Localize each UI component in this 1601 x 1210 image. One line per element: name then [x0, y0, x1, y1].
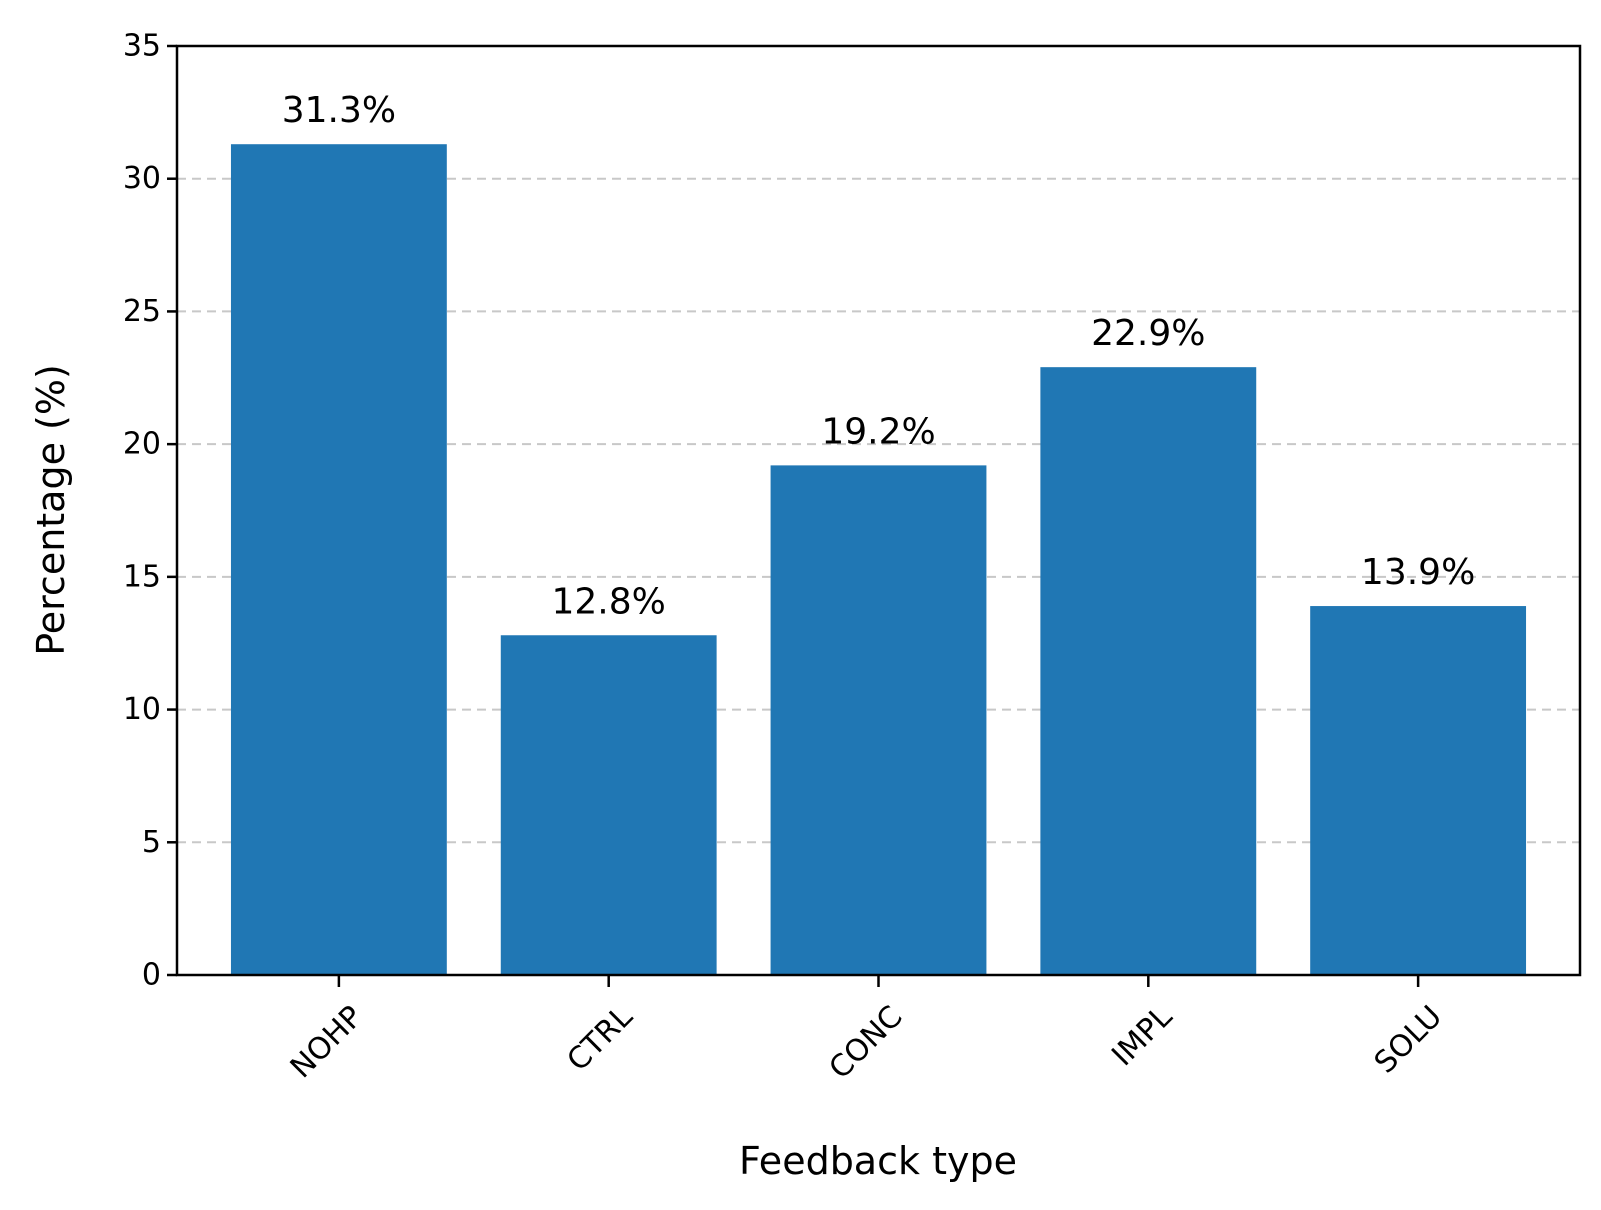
- x-tick-label-conc: CONC: [822, 999, 909, 1086]
- bar-ctrl: [500, 635, 717, 975]
- y-tick-label: 25: [123, 294, 161, 329]
- data-label-ctrl: 12.8%: [552, 581, 666, 622]
- bars: [230, 144, 1527, 976]
- y-axis-ticks: 0 5 10 15 20 25 30 35: [123, 29, 177, 993]
- bar-solu: [1310, 606, 1527, 975]
- data-label-solu: 13.9%: [1361, 552, 1475, 593]
- y-tick-label: 10: [123, 692, 161, 727]
- bar-impl: [1040, 367, 1257, 975]
- data-label-impl: 22.9%: [1091, 313, 1205, 354]
- data-label-nohp: 31.3%: [282, 90, 396, 131]
- y-axis-label: Percentage (%): [29, 364, 73, 656]
- y-tick-label: 20: [123, 427, 161, 462]
- y-tick-label: 0: [142, 958, 161, 993]
- y-tick-label: 35: [123, 29, 161, 64]
- y-tick-label: 30: [123, 161, 161, 196]
- y-tick-label: 15: [123, 559, 161, 594]
- x-tick-label-solu: SOLU: [1368, 999, 1449, 1080]
- x-axis-ticks: NOHP CTRL CONC IMPL SOLU: [284, 975, 1449, 1086]
- data-labels: 31.3% 12.8% 19.2% 22.9% 13.9%: [282, 90, 1476, 622]
- x-axis-label: Feedback type: [739, 1139, 1017, 1183]
- x-tick-label-nohp: NOHP: [284, 999, 370, 1085]
- bar-conc: [770, 465, 987, 975]
- x-tick-label-impl: IMPL: [1105, 999, 1179, 1073]
- bar-nohp: [230, 144, 447, 976]
- x-tick-label-ctrl: CTRL: [561, 999, 640, 1078]
- y-tick-label: 5: [142, 825, 161, 860]
- data-label-conc: 19.2%: [821, 411, 935, 452]
